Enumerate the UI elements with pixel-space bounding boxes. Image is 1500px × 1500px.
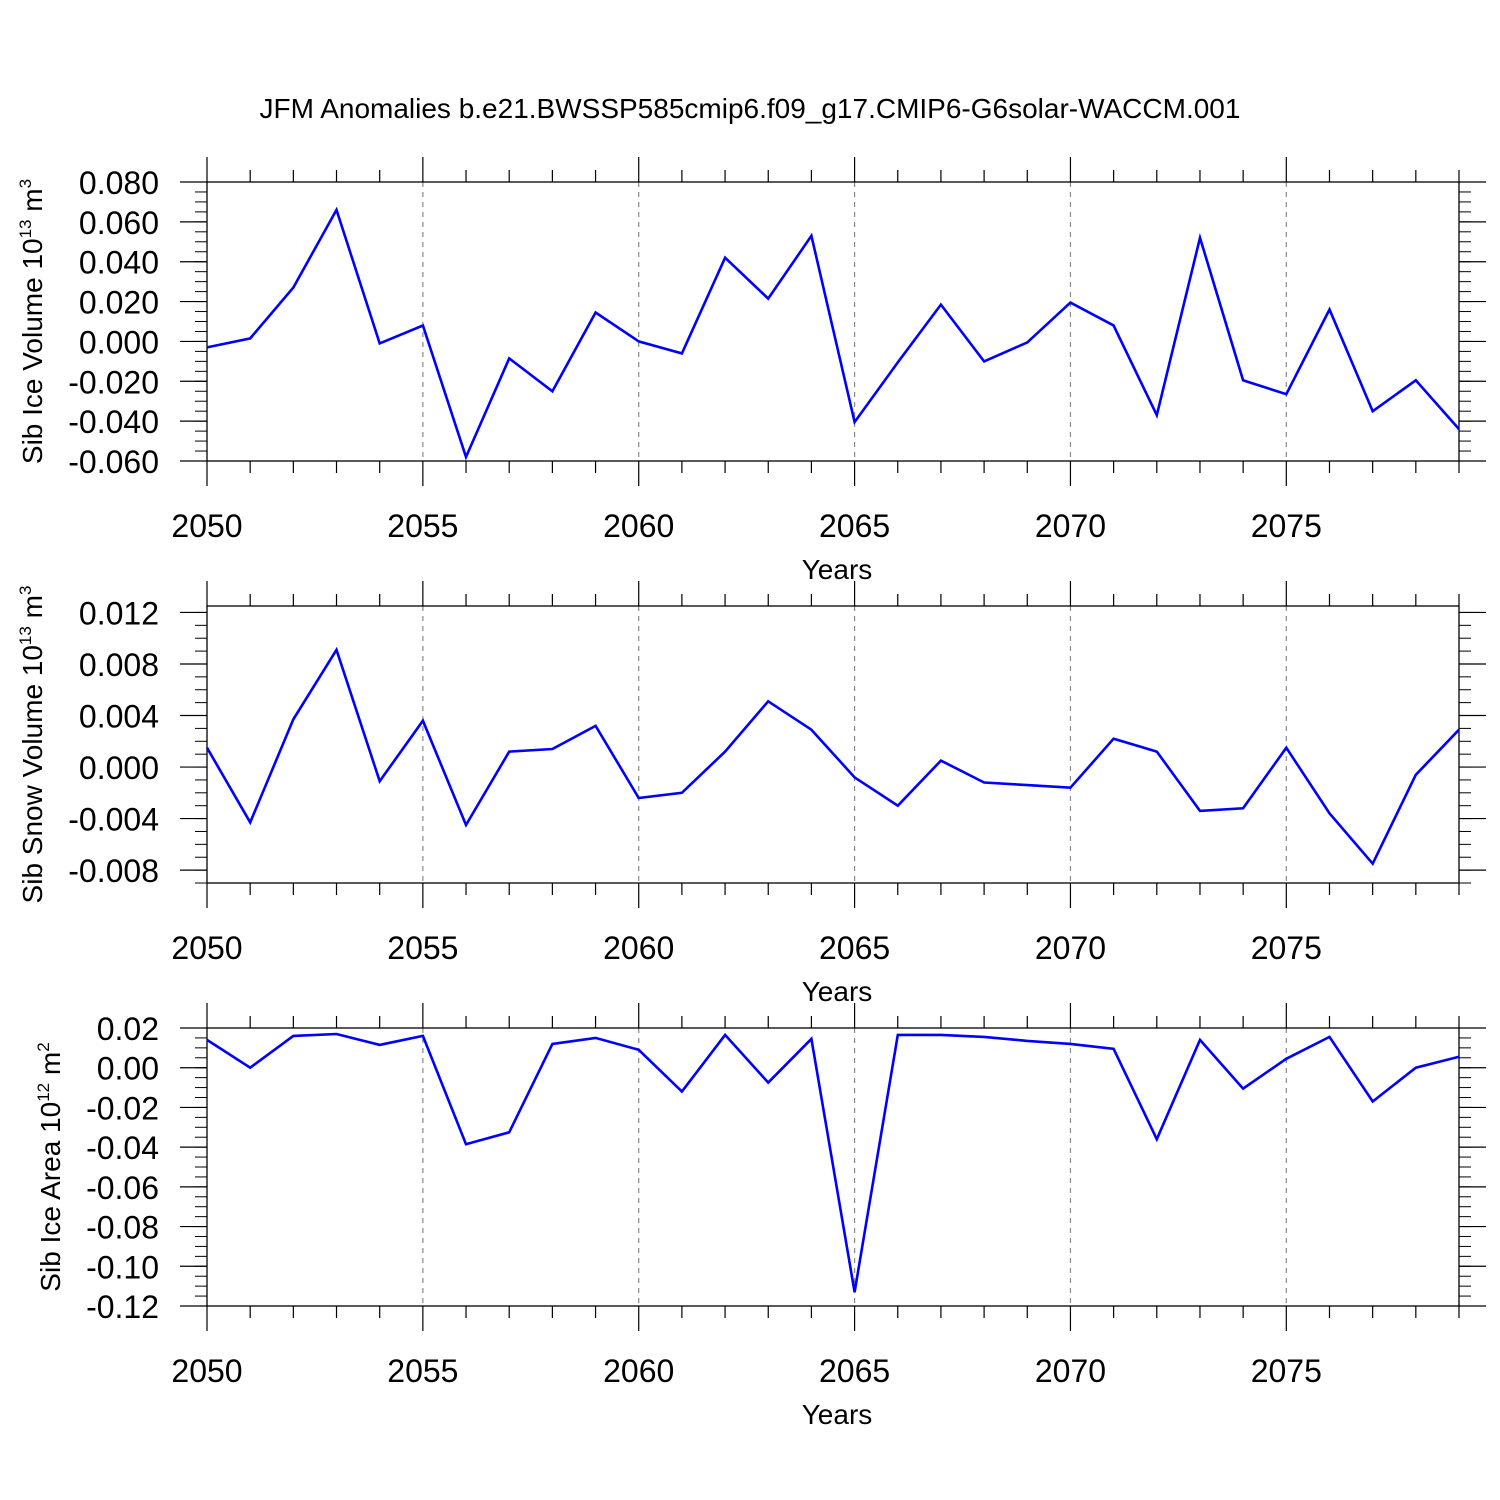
x-tick-label: 2055: [387, 508, 458, 544]
y-tick-label: -0.10: [86, 1249, 159, 1285]
y-tick-label: 0.02: [97, 1011, 159, 1047]
x-tick-label: 2065: [819, 508, 890, 544]
y-axis-title-text: Sib Snow Volume 10: [17, 645, 48, 903]
x-axis-title: Years: [802, 554, 873, 585]
x-tick-label: 2065: [819, 1353, 890, 1389]
y-axis-title-text: m: [17, 595, 48, 626]
y-tick-label: -0.12: [86, 1289, 159, 1325]
x-tick-label: 2050: [171, 1353, 242, 1389]
y-axis-title-superscript: 13: [16, 626, 35, 645]
y-tick-label: -0.004: [68, 802, 159, 838]
y-axis-title-superscript: 13: [16, 219, 35, 238]
y-axis-title: Sib Ice Area 1012 m2: [34, 1042, 66, 1291]
y-tick-label: 0.008: [79, 647, 159, 683]
y-tick-label: 0.000: [79, 750, 159, 786]
y-tick-label: -0.04: [86, 1130, 159, 1166]
x-tick-label: 2060: [603, 930, 674, 966]
y-tick-label: 0.080: [79, 165, 159, 201]
x-tick-label: 2070: [1035, 930, 1106, 966]
y-axis-title: Sib Ice Volume 1013 m3: [16, 179, 48, 464]
x-tick-label: 2055: [387, 930, 458, 966]
y-axis-title-text: Sib Ice Area 10: [35, 1102, 66, 1292]
data-line: [206, 1032, 1460, 1293]
data-line: [205, 646, 1460, 867]
y-tick-label: -0.060: [68, 444, 159, 480]
x-tick-label: 2075: [1251, 508, 1322, 544]
y-axis-title-text: Sib Ice Volume 10: [17, 238, 48, 464]
plot-frame: [206, 605, 1460, 884]
x-tick-label: 2060: [603, 1353, 674, 1389]
y-tick-label: -0.020: [68, 364, 159, 400]
y-tick-label: -0.008: [68, 853, 159, 889]
plot-frame: [206, 181, 1460, 462]
y-axis-title-superscript: 3: [16, 586, 35, 595]
y-tick-label: 0.000: [79, 324, 159, 360]
x-tick-label: 2055: [387, 1353, 458, 1389]
y-tick-label: -0.06: [86, 1170, 159, 1206]
panel-sib-ice-area: 2050 2055 2060 2065 2070 2075 -0.12 -0.10-0.08 -…: [34, 1003, 1486, 1430]
y-axis-title: Sib Snow Volume 1013 m3: [16, 586, 48, 904]
y-axis-title-text: m: [17, 188, 48, 219]
x-axis-title: Years: [802, 1399, 873, 1430]
data-line: [206, 206, 1460, 461]
panel-sib-snow-volume: 2050 2055 2060 2065 2070 2075 -0.008 -0.004 0.00…: [16, 581, 1486, 1007]
y-tick-label: 0.00: [97, 1051, 159, 1087]
y-tick-label: 0.060: [79, 205, 159, 241]
y-tick-label: 0.012: [79, 595, 159, 631]
y-tick-label: -0.02: [86, 1090, 159, 1126]
y-tick-label: -0.08: [86, 1210, 159, 1246]
y-axis-title-superscript: 12: [34, 1083, 53, 1102]
x-axis-title: Years: [802, 976, 873, 1007]
x-tick-label: 2050: [171, 508, 242, 544]
y-tick-label: -0.040: [68, 404, 159, 440]
y-tick-label: 0.004: [79, 699, 159, 735]
x-tick-label: 2075: [1251, 930, 1322, 966]
y-axis-title-text: m: [35, 1052, 66, 1083]
x-tick-label: 2070: [1035, 508, 1106, 544]
x-tick-label: 2050: [171, 930, 242, 966]
y-axis-title-superscript: 2: [34, 1042, 53, 1051]
x-tick-label: 2065: [819, 930, 890, 966]
x-tick-label: 2070: [1035, 1353, 1106, 1389]
y-tick-label: 0.040: [79, 245, 159, 281]
x-tick-label: 2075: [1251, 1353, 1322, 1389]
y-tick-label: 0.020: [79, 285, 159, 321]
panel-sib-ice-volume: 2050 2055 2060 2065 2070 2075 -0.060 -0.040 -0.0…: [16, 157, 1486, 585]
chart-title: JFM Anomalies b.e21.BWSSP585cmip6.f09_g1…: [260, 93, 1241, 124]
y-axis-title-superscript: 3: [16, 179, 35, 188]
x-tick-label: 2060: [603, 508, 674, 544]
